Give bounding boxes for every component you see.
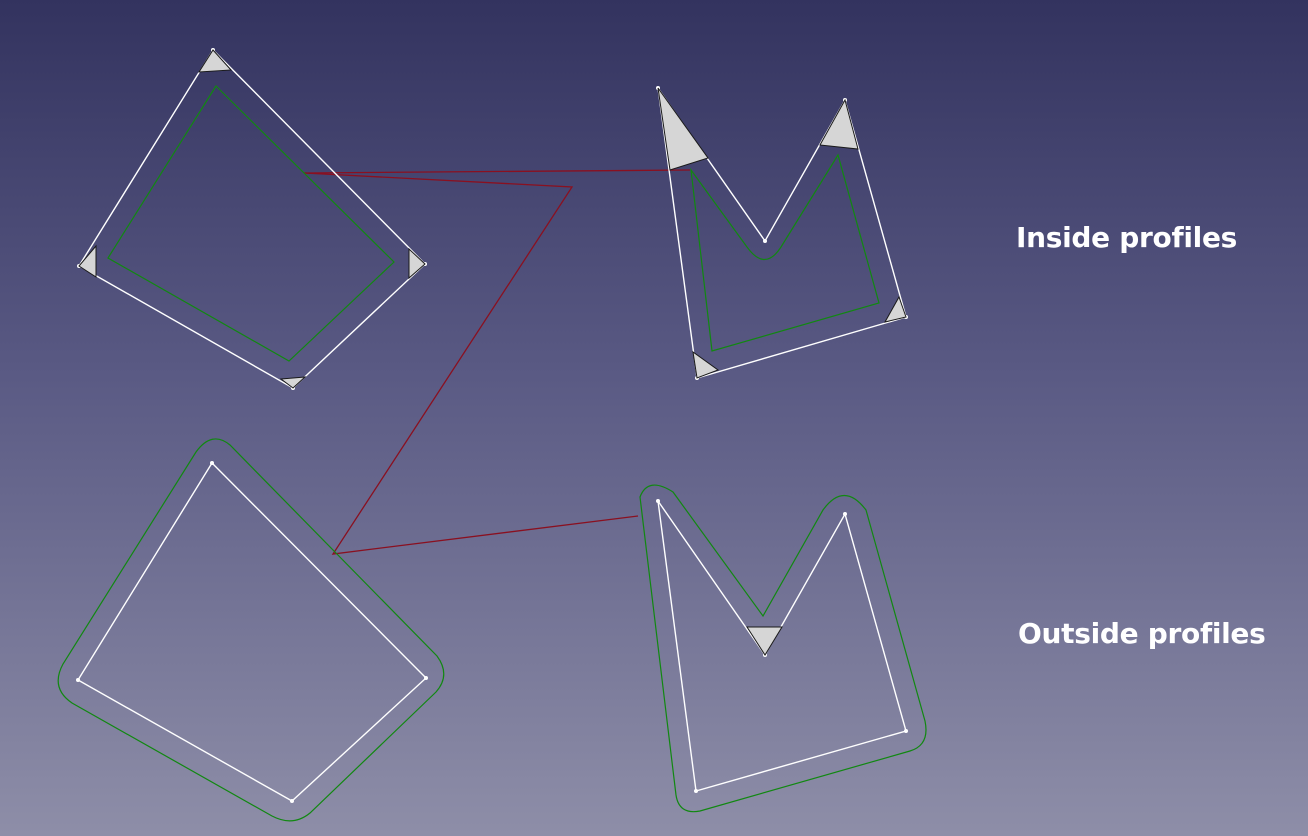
direction-marker-triangle (819, 98, 859, 150)
quad-vertices (77, 48, 427, 390)
quad-vertices (76, 461, 428, 803)
quad-direction-markers (78, 49, 426, 389)
inside-profile-quad[interactable] (77, 48, 427, 390)
outside-profile-quad[interactable] (57, 438, 445, 822)
m-direction-markers (746, 626, 783, 656)
m-outside-toolpath[interactable] (639, 484, 927, 813)
direction-marker-triangle (198, 49, 233, 73)
outside-profiles-label: Outside profiles (1018, 617, 1266, 650)
rapid-move-path (303, 172, 639, 555)
inside-profiles-label: Inside profiles (1016, 221, 1238, 254)
direction-marker-triangle (279, 376, 307, 389)
m-inside-toolpath[interactable] (690, 153, 880, 352)
direction-marker-triangle (408, 247, 426, 280)
m-vertices (656, 499, 908, 793)
quad-outline[interactable] (77, 461, 428, 802)
m-outline[interactable] (657, 87, 907, 379)
outside-profile-m-shape[interactable] (639, 484, 927, 813)
m-outline[interactable] (657, 500, 907, 792)
m-vertices (656, 86, 908, 380)
quad-outside-toolpath[interactable] (57, 438, 445, 822)
m-outline[interactable] (658, 501, 906, 791)
rapid-moves (303, 169, 691, 555)
direction-marker-triangle (657, 87, 709, 171)
quad-inside-toolpath[interactable] (107, 85, 395, 362)
inside-profile-m-shape[interactable] (656, 86, 908, 380)
direction-marker-triangle (692, 350, 720, 379)
direction-marker-triangle (884, 295, 907, 323)
direction-marker-triangle (746, 626, 783, 656)
quad-outline[interactable] (78, 48, 427, 389)
direction-marker-triangle (78, 244, 97, 278)
m-direction-markers (657, 87, 907, 379)
rapid-move-link (303, 169, 691, 174)
